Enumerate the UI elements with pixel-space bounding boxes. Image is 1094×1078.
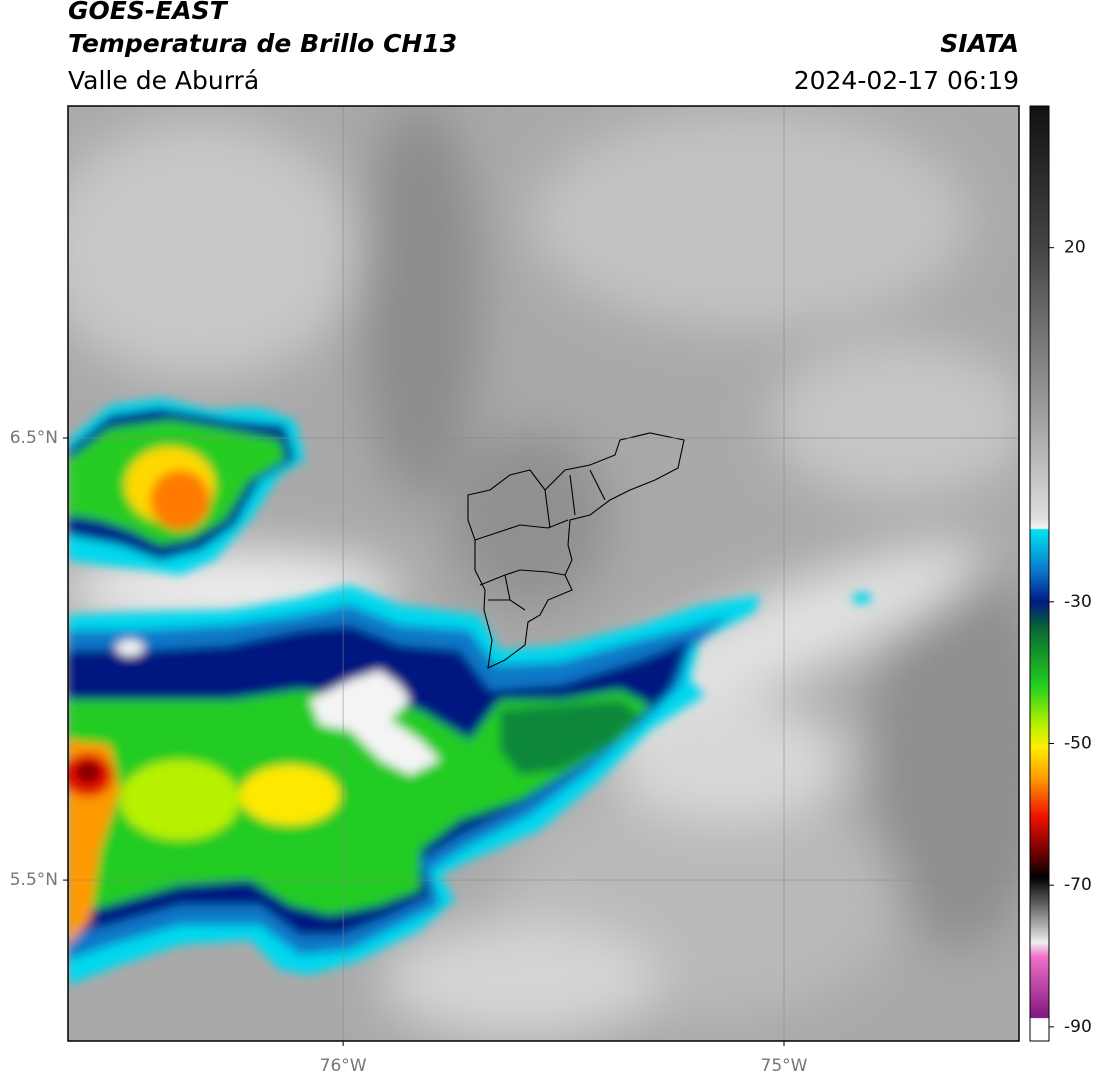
colorbar-label: -70 xyxy=(1064,875,1092,895)
timestamp: 2024-02-17 06:19 xyxy=(794,66,1019,95)
title: GOES-EAST xyxy=(68,0,229,25)
satellite-image xyxy=(68,106,1019,1041)
grid xyxy=(68,106,1019,1041)
colorbar xyxy=(1029,105,1050,1042)
y-tick-label: 5.5°N xyxy=(10,870,58,890)
source: SIATA xyxy=(940,29,1019,58)
map-frame xyxy=(67,105,1020,1042)
colorbar-label: -30 xyxy=(1064,592,1092,612)
x-tick-label: 75°W xyxy=(761,1056,808,1076)
region: Valle de Aburrá xyxy=(68,66,259,95)
x-tick-label: 76°W xyxy=(320,1056,367,1076)
subtitle: Temperatura de Brillo CH13 xyxy=(68,29,457,58)
colorbar-label: 20 xyxy=(1064,238,1086,258)
colorbar-label: -50 xyxy=(1064,734,1092,754)
colorbar-label: -90 xyxy=(1064,1017,1092,1037)
y-tick-label: 6.5°N xyxy=(10,428,58,448)
